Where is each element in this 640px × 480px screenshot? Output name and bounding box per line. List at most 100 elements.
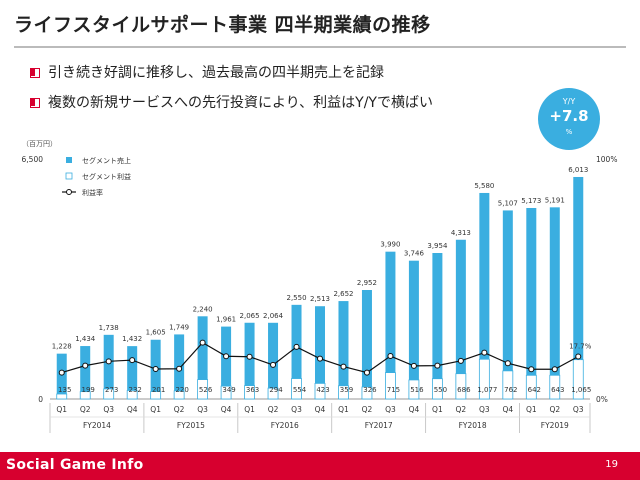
bullet-2-text: 複数の新規サービスへの先行投資により、利益はY/Yで横ばい — [48, 95, 433, 111]
sales-bar — [408, 260, 419, 399]
quarter-tick-label: Q1 — [150, 405, 161, 414]
profit-bar — [525, 374, 537, 400]
quarter-tick-label: Q1 — [526, 405, 537, 414]
quarter-tick-label: Q3 — [197, 405, 208, 414]
bullet-marker-icon — [30, 68, 40, 78]
margin-rate-point — [434, 362, 441, 369]
profit-bar — [56, 393, 68, 400]
y-left-tick-bottom: 0 — [38, 395, 43, 404]
profit-value-label: 135 — [58, 386, 71, 394]
legend-profit-swatch — [65, 172, 73, 180]
margin-rate-point — [340, 363, 347, 370]
profit-value-label: 273 — [105, 386, 118, 394]
fiscal-year-label: FY2019 — [541, 421, 569, 430]
yoy-badge-unit: % — [565, 128, 573, 136]
sales-bar — [56, 353, 67, 399]
page-number: 19 — [605, 459, 618, 470]
quarter-tick-label: Q1 — [244, 405, 255, 414]
legend-rate-marker — [66, 189, 72, 195]
sales-value-label: 2,064 — [263, 312, 284, 320]
margin-rate-point — [551, 366, 558, 373]
profit-bar — [150, 391, 162, 400]
profit-bar — [267, 387, 279, 400]
margin-rate-point — [176, 365, 183, 372]
sales-bar — [103, 334, 114, 399]
sales-bar — [361, 290, 372, 399]
sales-value-label: 5,191 — [545, 196, 565, 204]
quarter-tick-label: Q4 — [409, 405, 420, 414]
sales-bar — [573, 176, 584, 399]
sales-bar — [526, 207, 537, 399]
sales-value-label: 3,746 — [404, 250, 425, 258]
sales-value-label: 3,954 — [427, 242, 448, 250]
quarter-tick-label: Q2 — [174, 405, 185, 414]
quarter-tick-label: Q4 — [221, 405, 232, 414]
margin-rate-point — [223, 353, 230, 360]
quarter-tick-label: Q2 — [549, 405, 560, 414]
profit-bar — [549, 374, 561, 400]
profit-bar — [478, 358, 490, 400]
profit-value-label: 326 — [363, 386, 377, 394]
profit-bar — [220, 385, 232, 400]
margin-rate-point — [58, 369, 65, 376]
profit-bar — [408, 379, 420, 400]
sales-bar — [479, 192, 490, 399]
profit-value-label: 363 — [246, 386, 259, 394]
footer-bar: Social Game Info 19 — [0, 452, 640, 480]
profit-bar — [126, 390, 138, 400]
profit-value-label: 642 — [528, 386, 541, 394]
fiscal-year-label: FY2015 — [177, 421, 205, 430]
sales-bar — [549, 207, 560, 399]
sales-value-label: 2,513 — [310, 295, 330, 303]
profit-value-label: 294 — [269, 386, 283, 394]
y-right-tick-bottom: 0% — [596, 395, 608, 404]
quarterly-chart: （百万円）6,5000100%0%セグメント売上セグメント利益利益率1,2281… — [22, 140, 617, 433]
sales-bar — [291, 304, 302, 399]
sales-value-label: 2,952 — [357, 279, 377, 287]
quarter-tick-label: Q3 — [573, 405, 584, 414]
margin-rate-point — [129, 357, 136, 364]
unit-label: （百万円） — [22, 140, 57, 148]
sales-bar — [502, 210, 513, 399]
sales-value-label: 2,065 — [240, 312, 260, 320]
sales-bar — [127, 346, 138, 399]
margin-rate-last-label: 17.7% — [569, 343, 592, 351]
margin-rate-point — [504, 360, 511, 367]
sales-value-label: 1,749 — [169, 323, 189, 331]
profit-bar — [103, 388, 115, 400]
quarter-tick-label: Q4 — [502, 405, 513, 414]
quarter-tick-label: Q2 — [80, 405, 91, 414]
sales-value-label: 1,228 — [52, 343, 72, 351]
sales-bar — [197, 316, 208, 399]
profit-bar — [431, 378, 443, 400]
bullet-marker-icon — [30, 98, 40, 108]
profit-bar — [502, 370, 514, 400]
margin-rate-point — [481, 349, 488, 356]
profit-bar — [455, 373, 467, 400]
sales-value-label: 2,652 — [333, 290, 353, 298]
site-logo: Social Game Info — [6, 457, 144, 473]
profit-value-label: 1,065 — [571, 386, 591, 394]
margin-rate-point — [410, 362, 417, 369]
sales-bar — [315, 306, 325, 399]
profit-value-label: 550 — [434, 386, 447, 394]
margin-rate-point — [82, 362, 89, 369]
quarter-tick-label: Q4 — [315, 405, 326, 414]
sales-bar — [455, 239, 466, 399]
legend-profit-label: セグメント利益 — [82, 172, 131, 181]
sales-value-label: 2,240 — [193, 305, 213, 313]
quarter-tick-label: Q1 — [56, 405, 67, 414]
profit-value-label: 232 — [128, 386, 141, 394]
quarter-tick-label: Q1 — [432, 405, 443, 414]
page-title: ライフスタイルサポート事業 四半期業績の推移 — [14, 14, 431, 36]
quarter-tick-label: Q2 — [456, 405, 467, 414]
profit-value-label: 686 — [457, 386, 471, 394]
quarter-tick-label: Q2 — [268, 405, 279, 414]
sales-bar — [244, 322, 255, 399]
margin-rate-point — [270, 361, 277, 368]
quarter-tick-label: Q2 — [362, 405, 373, 414]
quarter-tick-label: Q1 — [338, 405, 349, 414]
sales-bar — [385, 251, 396, 399]
quarter-tick-label: Q4 — [127, 405, 138, 414]
legend-sales-label: セグメント売上 — [82, 156, 131, 165]
